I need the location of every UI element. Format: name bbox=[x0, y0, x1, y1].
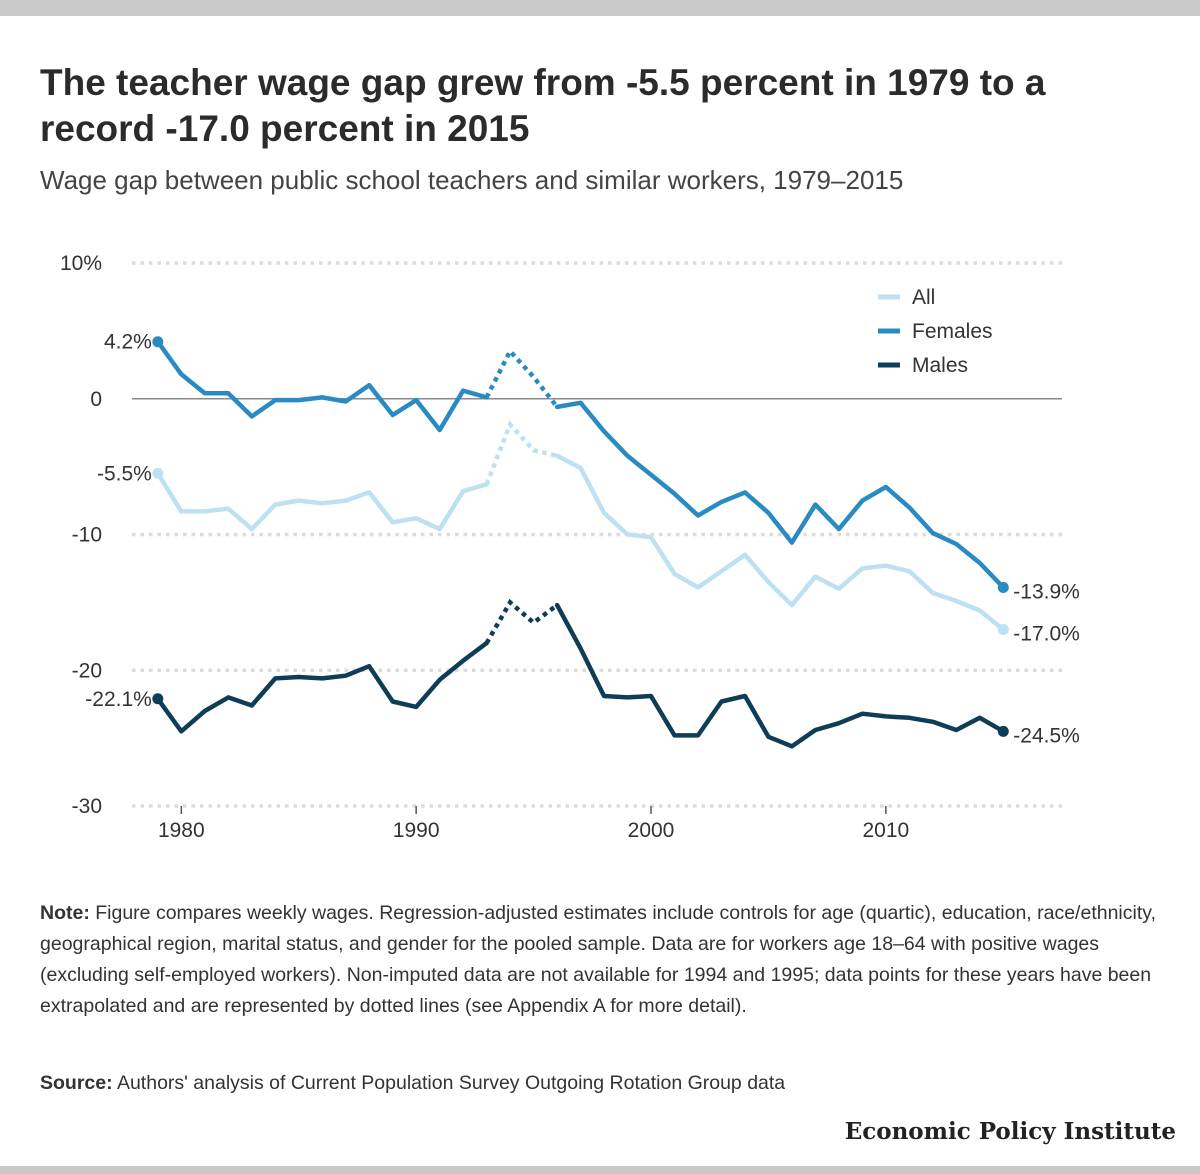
y-tick-label: -10 bbox=[72, 524, 102, 547]
series-end-point-females bbox=[997, 581, 1009, 593]
series-end-point-males bbox=[997, 725, 1009, 737]
y-tick-label: -20 bbox=[72, 659, 102, 682]
series-line-all bbox=[554, 453, 1006, 632]
series-start-point-females bbox=[152, 336, 164, 348]
series-line-females bbox=[554, 400, 1006, 590]
x-tick-label: 2000 bbox=[628, 819, 675, 842]
chart-note: Note: Figure compares weekly wages. Regr… bbox=[40, 898, 1160, 1022]
series-end-point-all bbox=[997, 624, 1009, 636]
x-tick-label: 1990 bbox=[393, 819, 440, 842]
x-tick-label: 2010 bbox=[863, 819, 910, 842]
note-text: Figure compares weekly wages. Regression… bbox=[40, 902, 1156, 1017]
chart-subtitle: Wage gap between public school teachers … bbox=[40, 165, 904, 195]
bottom-border bbox=[0, 1166, 1200, 1174]
series-line-dotted-males bbox=[484, 598, 559, 645]
grid-layer bbox=[132, 261, 1062, 808]
chart-title: The teacher wage gap grew from -5.5 perc… bbox=[40, 62, 1046, 149]
label-layer: -5.5% -17.0% 4.2% -13.9% -22.1% -24.5% bbox=[85, 331, 1080, 748]
legend-label-females: Females bbox=[912, 320, 993, 343]
chart-source: Source: Authors' analysis of Current Pop… bbox=[40, 1068, 1160, 1098]
legend-label-males: Males bbox=[912, 354, 968, 377]
x-tick-label: 1980 bbox=[158, 819, 205, 842]
series-start-label-females: 4.2% bbox=[104, 331, 152, 354]
series-line-males bbox=[554, 602, 1006, 749]
series-line-all bbox=[155, 471, 489, 532]
series-start-point-all bbox=[152, 467, 164, 479]
source-label: Source: bbox=[40, 1072, 113, 1094]
legend-label-all: All bbox=[912, 286, 935, 309]
line-chart: 10% 0 -10 -20 -30 1980 1990 2000 2010 -5.5% -17.0… bbox=[60, 252, 1080, 842]
y-tick-label: -30 bbox=[72, 795, 102, 818]
series-line-females bbox=[155, 339, 489, 433]
axis-layer: 10% 0 -10 -20 -30 1980 1990 2000 2010 bbox=[60, 252, 909, 842]
series-end-label-females: -13.9% bbox=[1013, 580, 1080, 603]
series-start-label-all: -5.5% bbox=[97, 462, 152, 485]
y-tick-label: 0 bbox=[90, 388, 102, 411]
legend: All Females Males bbox=[878, 286, 993, 377]
series-start-label-males: -22.1% bbox=[85, 688, 152, 711]
note-label: Note: bbox=[40, 902, 90, 924]
top-border bbox=[0, 0, 1200, 16]
y-tick-label: 10% bbox=[60, 252, 102, 275]
series-line-dotted-all bbox=[484, 420, 558, 486]
brand-logo-text: Economic Policy Institute bbox=[844, 1118, 1176, 1145]
series-line-males bbox=[155, 640, 489, 734]
series-end-label-males: -24.5% bbox=[1013, 724, 1080, 747]
series-layer bbox=[152, 336, 1009, 749]
series-start-point-males bbox=[152, 693, 164, 705]
source-text: Authors' analysis of Current Population … bbox=[116, 1072, 786, 1094]
series-end-label-all: -17.0% bbox=[1013, 623, 1080, 646]
